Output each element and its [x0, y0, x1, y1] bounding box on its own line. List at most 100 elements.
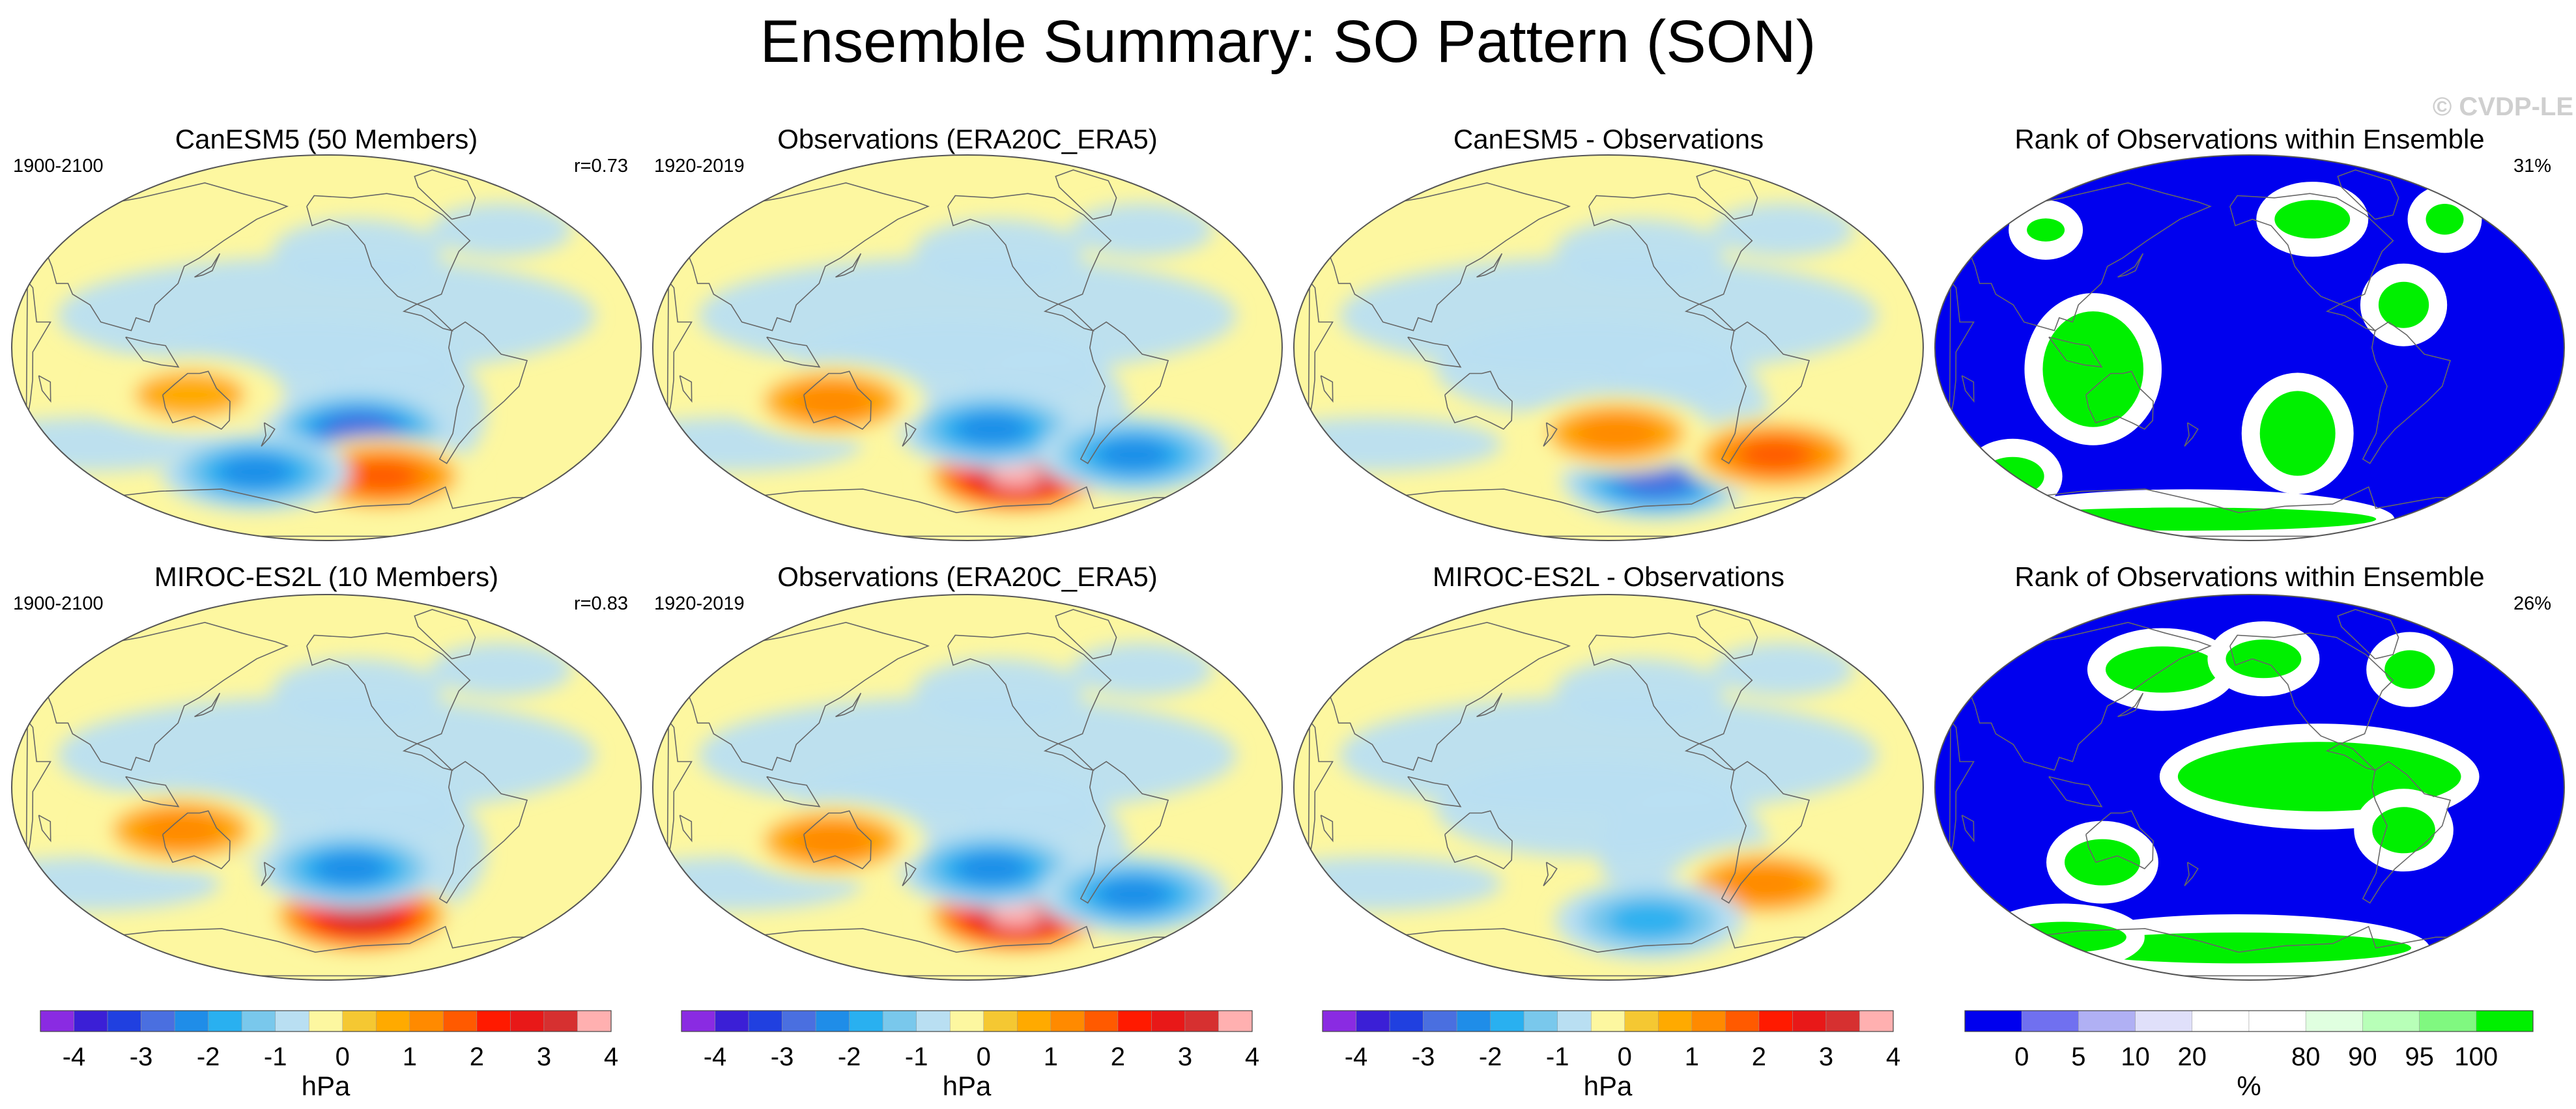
- colorbar-swatch: [543, 1010, 578, 1032]
- colorbar-swatch: [342, 1010, 377, 1032]
- coast-namerica: [947, 632, 1112, 772]
- map-panel-1: [11, 154, 642, 541]
- colorbar-tick-label: 2: [470, 1043, 484, 1071]
- colorbar-swatch: [107, 1010, 141, 1032]
- coast-samerica: [438, 321, 528, 464]
- colorbar-tick-label: 4: [1886, 1043, 1900, 1071]
- coast-greenland: [1696, 609, 1758, 660]
- colorbar-swatch: [1017, 1010, 1052, 1032]
- contour-3-3: [1574, 415, 1659, 452]
- coast-nz: [261, 422, 276, 447]
- rank-patch-high-4: [2378, 281, 2429, 328]
- colorbar-tick-label: 90: [2348, 1043, 2377, 1071]
- colorbar-swatch: [715, 1010, 749, 1032]
- colorbar-1: -4 -3 -2 -1 0 1 2 3 4 hPa: [40, 1010, 618, 1101]
- coast-asia: [45, 621, 289, 771]
- coast-samerica: [1080, 761, 1169, 904]
- colorbar-swatch: [849, 1010, 883, 1032]
- coast-madagascar: [1961, 375, 1975, 403]
- colorbar-swatch: [1184, 1010, 1219, 1032]
- coast-australia: [803, 810, 872, 869]
- contour-1-7: [334, 903, 389, 929]
- colorbar-swatch: [308, 1010, 343, 1032]
- watermark: © CVDP-LE: [2432, 92, 2573, 121]
- colorbar-tick-label: -4: [63, 1043, 86, 1071]
- rank-patch-high-1: [2042, 311, 2144, 427]
- coast-indonesia: [1407, 776, 1462, 807]
- colorbar-swatch: [1456, 1010, 1491, 1032]
- rank-patch-high-8: [2027, 218, 2065, 242]
- coast-australia: [1444, 371, 1513, 430]
- colorbar-swatch: [443, 1010, 478, 1032]
- panel-title: Observations (ERA20C_ERA5): [777, 561, 1158, 592]
- rank-patch-high-5: [1998, 507, 2377, 531]
- panel-period-label: 1900-2100: [13, 156, 104, 176]
- figure-title: Ensemble Summary: SO Pattern (SON): [760, 8, 1816, 75]
- colorbar-tick-label: 3: [1178, 1043, 1192, 1071]
- coast-nz: [1543, 422, 1558, 447]
- rank-patch-high-1: [2105, 646, 2219, 693]
- colorbar-swatch: [815, 1010, 850, 1032]
- coast-indonesia: [2048, 776, 2103, 807]
- rank-patch-high-8: [2384, 650, 2435, 689]
- rank-patch-high-3: [2274, 200, 2351, 239]
- contour-3-3: [138, 811, 223, 849]
- panel-title: MIROC-ES2L (10 Members): [154, 561, 498, 592]
- contour-2-4: [956, 413, 1028, 445]
- colorbar-3: -4 -3 -2 -1 0 1 2 3 4 hPa: [1322, 1010, 1900, 1101]
- coast-japan: [1476, 692, 1503, 718]
- coast-asia: [1968, 621, 2212, 771]
- colorbar-tick-label: 0: [977, 1043, 991, 1071]
- colorbar-swatch: [1964, 1010, 2022, 1032]
- coast-madagascar: [1320, 815, 1334, 843]
- panel-stat-label: r=0.73: [574, 156, 628, 176]
- colorbar-swatch: [476, 1010, 511, 1032]
- colorbar-swatch: [1084, 1010, 1119, 1032]
- coast-asia: [1327, 621, 1571, 771]
- coast-asia: [1968, 182, 2212, 331]
- colorbar-swatch: [510, 1010, 545, 1032]
- contour-4-2: [134, 371, 246, 419]
- coast-namerica: [306, 632, 471, 772]
- colorbar-swatch: [2021, 1010, 2079, 1032]
- colorbar-swatch: [1725, 1010, 1760, 1032]
- coast-greenland: [414, 609, 476, 660]
- coast-madagascar: [1961, 815, 1975, 843]
- rank-patch-high-4: [2065, 839, 2140, 886]
- colorbar-tick-label: -1: [264, 1043, 287, 1071]
- colorbar-swatch: [1218, 1010, 1253, 1032]
- contour-2-3: [1607, 901, 1692, 938]
- colorbar-tick-label: -1: [1546, 1043, 1569, 1071]
- map-border: [1293, 594, 1924, 981]
- coast-japan: [2117, 692, 2144, 718]
- panel-title: Observations (ERA20C_ERA5): [777, 124, 1158, 154]
- colorbar-tick-label: 1: [403, 1043, 417, 1071]
- coast-samerica: [2362, 761, 2452, 904]
- colorbar-swatch: [409, 1010, 444, 1032]
- map-panel-2: [652, 154, 1283, 541]
- coast-namerica: [947, 193, 1112, 332]
- panel-period-label: 1920-2019: [654, 593, 745, 614]
- colorbar-swatch: [1523, 1010, 1558, 1032]
- coast-japan: [2117, 253, 2144, 278]
- colorbar-tick-label: -2: [838, 1043, 861, 1071]
- coast-greenland: [1055, 609, 1117, 660]
- map-panel-8: [1934, 594, 2565, 981]
- colorbar-swatch: [882, 1010, 917, 1032]
- panel-title: Rank of Observations within Ensemble: [2014, 561, 2484, 592]
- colorbar-tick-label: 100: [2454, 1043, 2498, 1071]
- colorbar-swatch: [1117, 1010, 1152, 1032]
- colorbar-tick-label: 4: [1245, 1043, 1259, 1071]
- coast-indonesia: [125, 776, 180, 807]
- colorbar-swatch: [2362, 1010, 2420, 1032]
- contour-1-5: [1624, 466, 1689, 495]
- contour-4-4: [1098, 878, 1170, 910]
- colorbar-swatch: [782, 1010, 816, 1032]
- colorbar-tick-label: 10: [2121, 1043, 2150, 1071]
- panel-title: CanESM5 (50 Members): [175, 124, 478, 154]
- coast-indonesia: [1407, 336, 1462, 368]
- coast-greenland: [1055, 169, 1117, 220]
- map-border: [1934, 154, 2565, 541]
- colorbar-tick-label: 5: [2071, 1043, 2085, 1071]
- coast-namerica: [306, 193, 471, 332]
